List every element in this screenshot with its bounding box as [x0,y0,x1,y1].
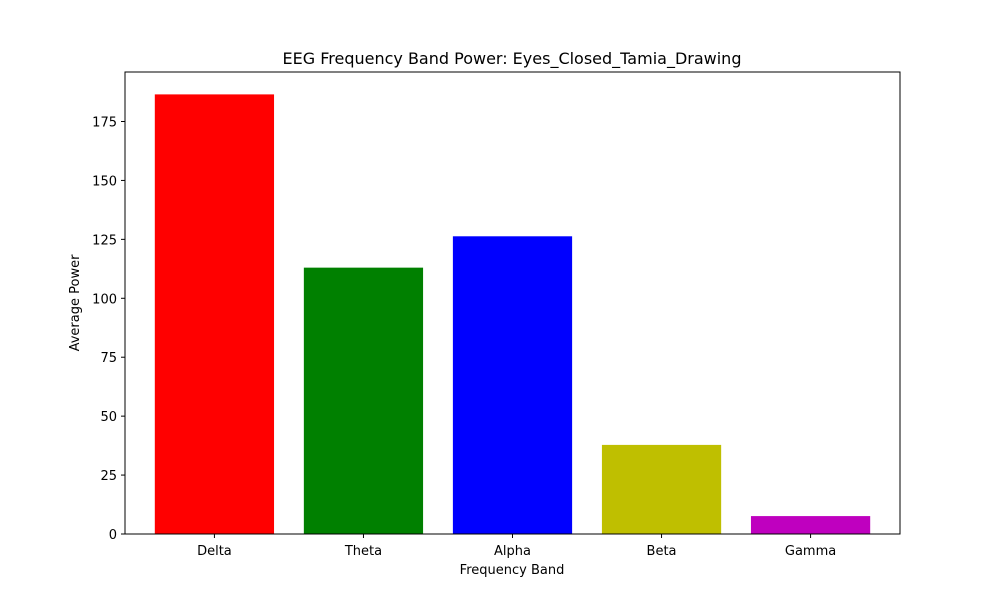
y-axis: 0 25 50 75 100 125 150 175 [92,116,125,543]
y-tick-label: 75 [100,351,117,366]
x-tick-label: Delta [197,544,232,559]
bar-gamma [750,516,871,534]
y-tick-label: 0 [109,528,117,543]
bars-group [154,94,871,535]
bar-theta [303,267,424,534]
y-tick-label: 150 [92,174,117,189]
x-tick-label: Alpha [494,544,531,559]
x-axis-label: Frequency Band [460,563,565,578]
x-axis: Delta Theta Alpha Beta Gamma [197,534,836,559]
bar-delta [154,94,275,535]
x-tick-label: Beta [647,544,677,559]
y-axis-label: Average Power [68,254,83,351]
chart-title: EEG Frequency Band Power: Eyes_Closed_Ta… [283,49,742,69]
x-tick-label: Gamma [785,544,836,559]
bar-alpha [452,236,573,535]
bar-beta [601,444,722,534]
x-tick-label: Theta [344,544,382,559]
y-tick-label: 50 [100,410,117,425]
y-tick-label: 125 [92,233,117,248]
y-tick-label: 25 [100,469,117,484]
y-tick-label: 175 [92,116,117,131]
y-tick-label: 100 [92,292,117,307]
